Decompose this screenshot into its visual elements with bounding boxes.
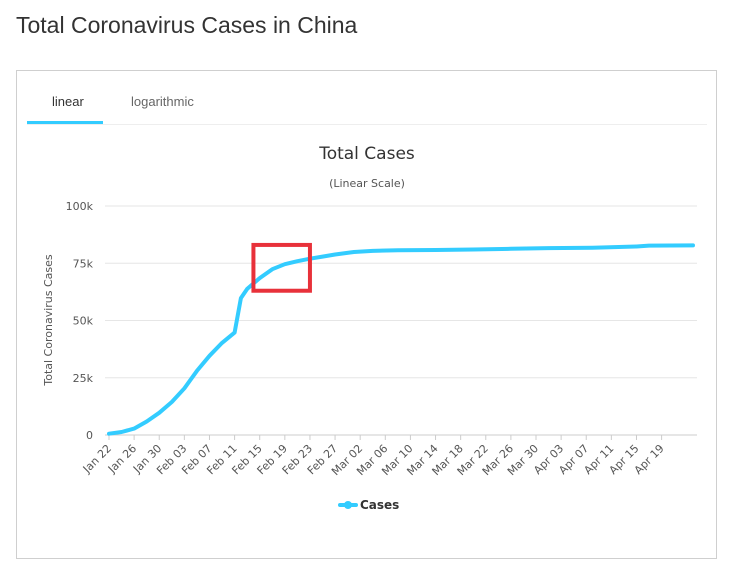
y-tick-label: 0: [86, 429, 93, 442]
y-tick-label: 100k: [66, 200, 94, 213]
y-tick-label: 25k: [73, 372, 94, 385]
scale-tabs: linear logarithmic: [27, 91, 707, 125]
chart-title: Total Cases: [318, 144, 415, 164]
tab-logarithmic[interactable]: logarithmic: [131, 94, 194, 109]
gridlines: [105, 205, 697, 436]
y-axis-ticks: 0 25k 50k 75k 100k: [66, 200, 94, 442]
series-group: [107, 242, 695, 436]
tab-linear[interactable]: linear: [52, 94, 84, 109]
chart-card: linear logarithmic: [16, 70, 717, 559]
chart-subtitle: (Linear Scale): [329, 177, 405, 190]
x-tick-label: Jan 22: [80, 442, 114, 476]
highlight-box: [251, 242, 312, 293]
y-tick-label: 75k: [73, 257, 94, 270]
y-tick-label: 50k: [73, 315, 94, 328]
x-tick-label: Jan 26: [105, 442, 139, 476]
legend[interactable]: Cases: [338, 498, 399, 512]
series-line-cases: [107, 243, 695, 436]
y-axis-label: Total Coronavirus Cases: [42, 254, 55, 387]
legend-marker: [344, 501, 352, 509]
legend-label: Cases: [360, 498, 399, 512]
active-tab-indicator: [27, 121, 103, 124]
page-title: Total Coronavirus Cases in China: [16, 12, 358, 38]
